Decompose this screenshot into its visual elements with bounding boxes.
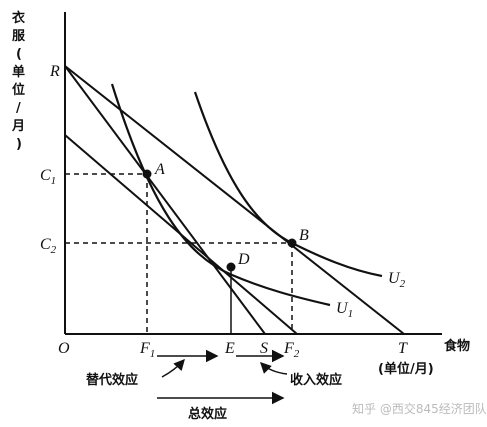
label-F2: F2 bbox=[283, 340, 300, 360]
y-axis-label-char: ( bbox=[16, 47, 22, 62]
label-R: R bbox=[49, 63, 60, 80]
point-D bbox=[226, 262, 236, 272]
y-axis-label-char: / bbox=[16, 101, 21, 116]
label-B: B bbox=[299, 227, 309, 244]
label-T: T bbox=[398, 340, 408, 357]
label-substitution-effect: 替代效应 bbox=[86, 372, 138, 388]
label-income-effect: 收入效应 bbox=[290, 372, 342, 388]
y-axis-label-char: 月 bbox=[11, 119, 25, 134]
label-U2: U2 bbox=[388, 270, 406, 290]
y-axis-label-char: 服 bbox=[12, 29, 26, 44]
y-axis-label-char: ) bbox=[16, 137, 22, 152]
pointer-income bbox=[260, 362, 288, 375]
y-axis-label-char: 位 bbox=[12, 82, 25, 98]
label-U1: U1 bbox=[336, 300, 353, 320]
label-A: A bbox=[154, 161, 165, 178]
label-C2: C2 bbox=[40, 236, 57, 256]
indifference-curve-U2 bbox=[193, 91, 383, 278]
label-C1: C1 bbox=[40, 167, 56, 187]
label-F1: F1 bbox=[139, 340, 155, 360]
label-S: S bbox=[260, 340, 268, 357]
watermark: 知乎 @西交845经济团队 bbox=[352, 401, 487, 416]
point-A bbox=[142, 169, 152, 179]
x-axis-label: 食物 bbox=[444, 338, 470, 354]
y-axis-label: 衣 服 ( 单 位 / 月 ) bbox=[11, 10, 26, 152]
y-axis-label-char: 衣 bbox=[12, 10, 25, 26]
label-total-effect: 总效应 bbox=[188, 406, 227, 422]
label-D: D bbox=[237, 251, 250, 268]
indifference-curve-U1 bbox=[110, 83, 331, 307]
label-E: E bbox=[224, 340, 235, 357]
pointer-substitution bbox=[161, 358, 185, 378]
point-B bbox=[287, 238, 297, 248]
x-axis-label-units: (单位/月) bbox=[378, 361, 434, 377]
label-O: O bbox=[58, 340, 70, 357]
y-axis-label-char: 单 bbox=[12, 64, 25, 80]
